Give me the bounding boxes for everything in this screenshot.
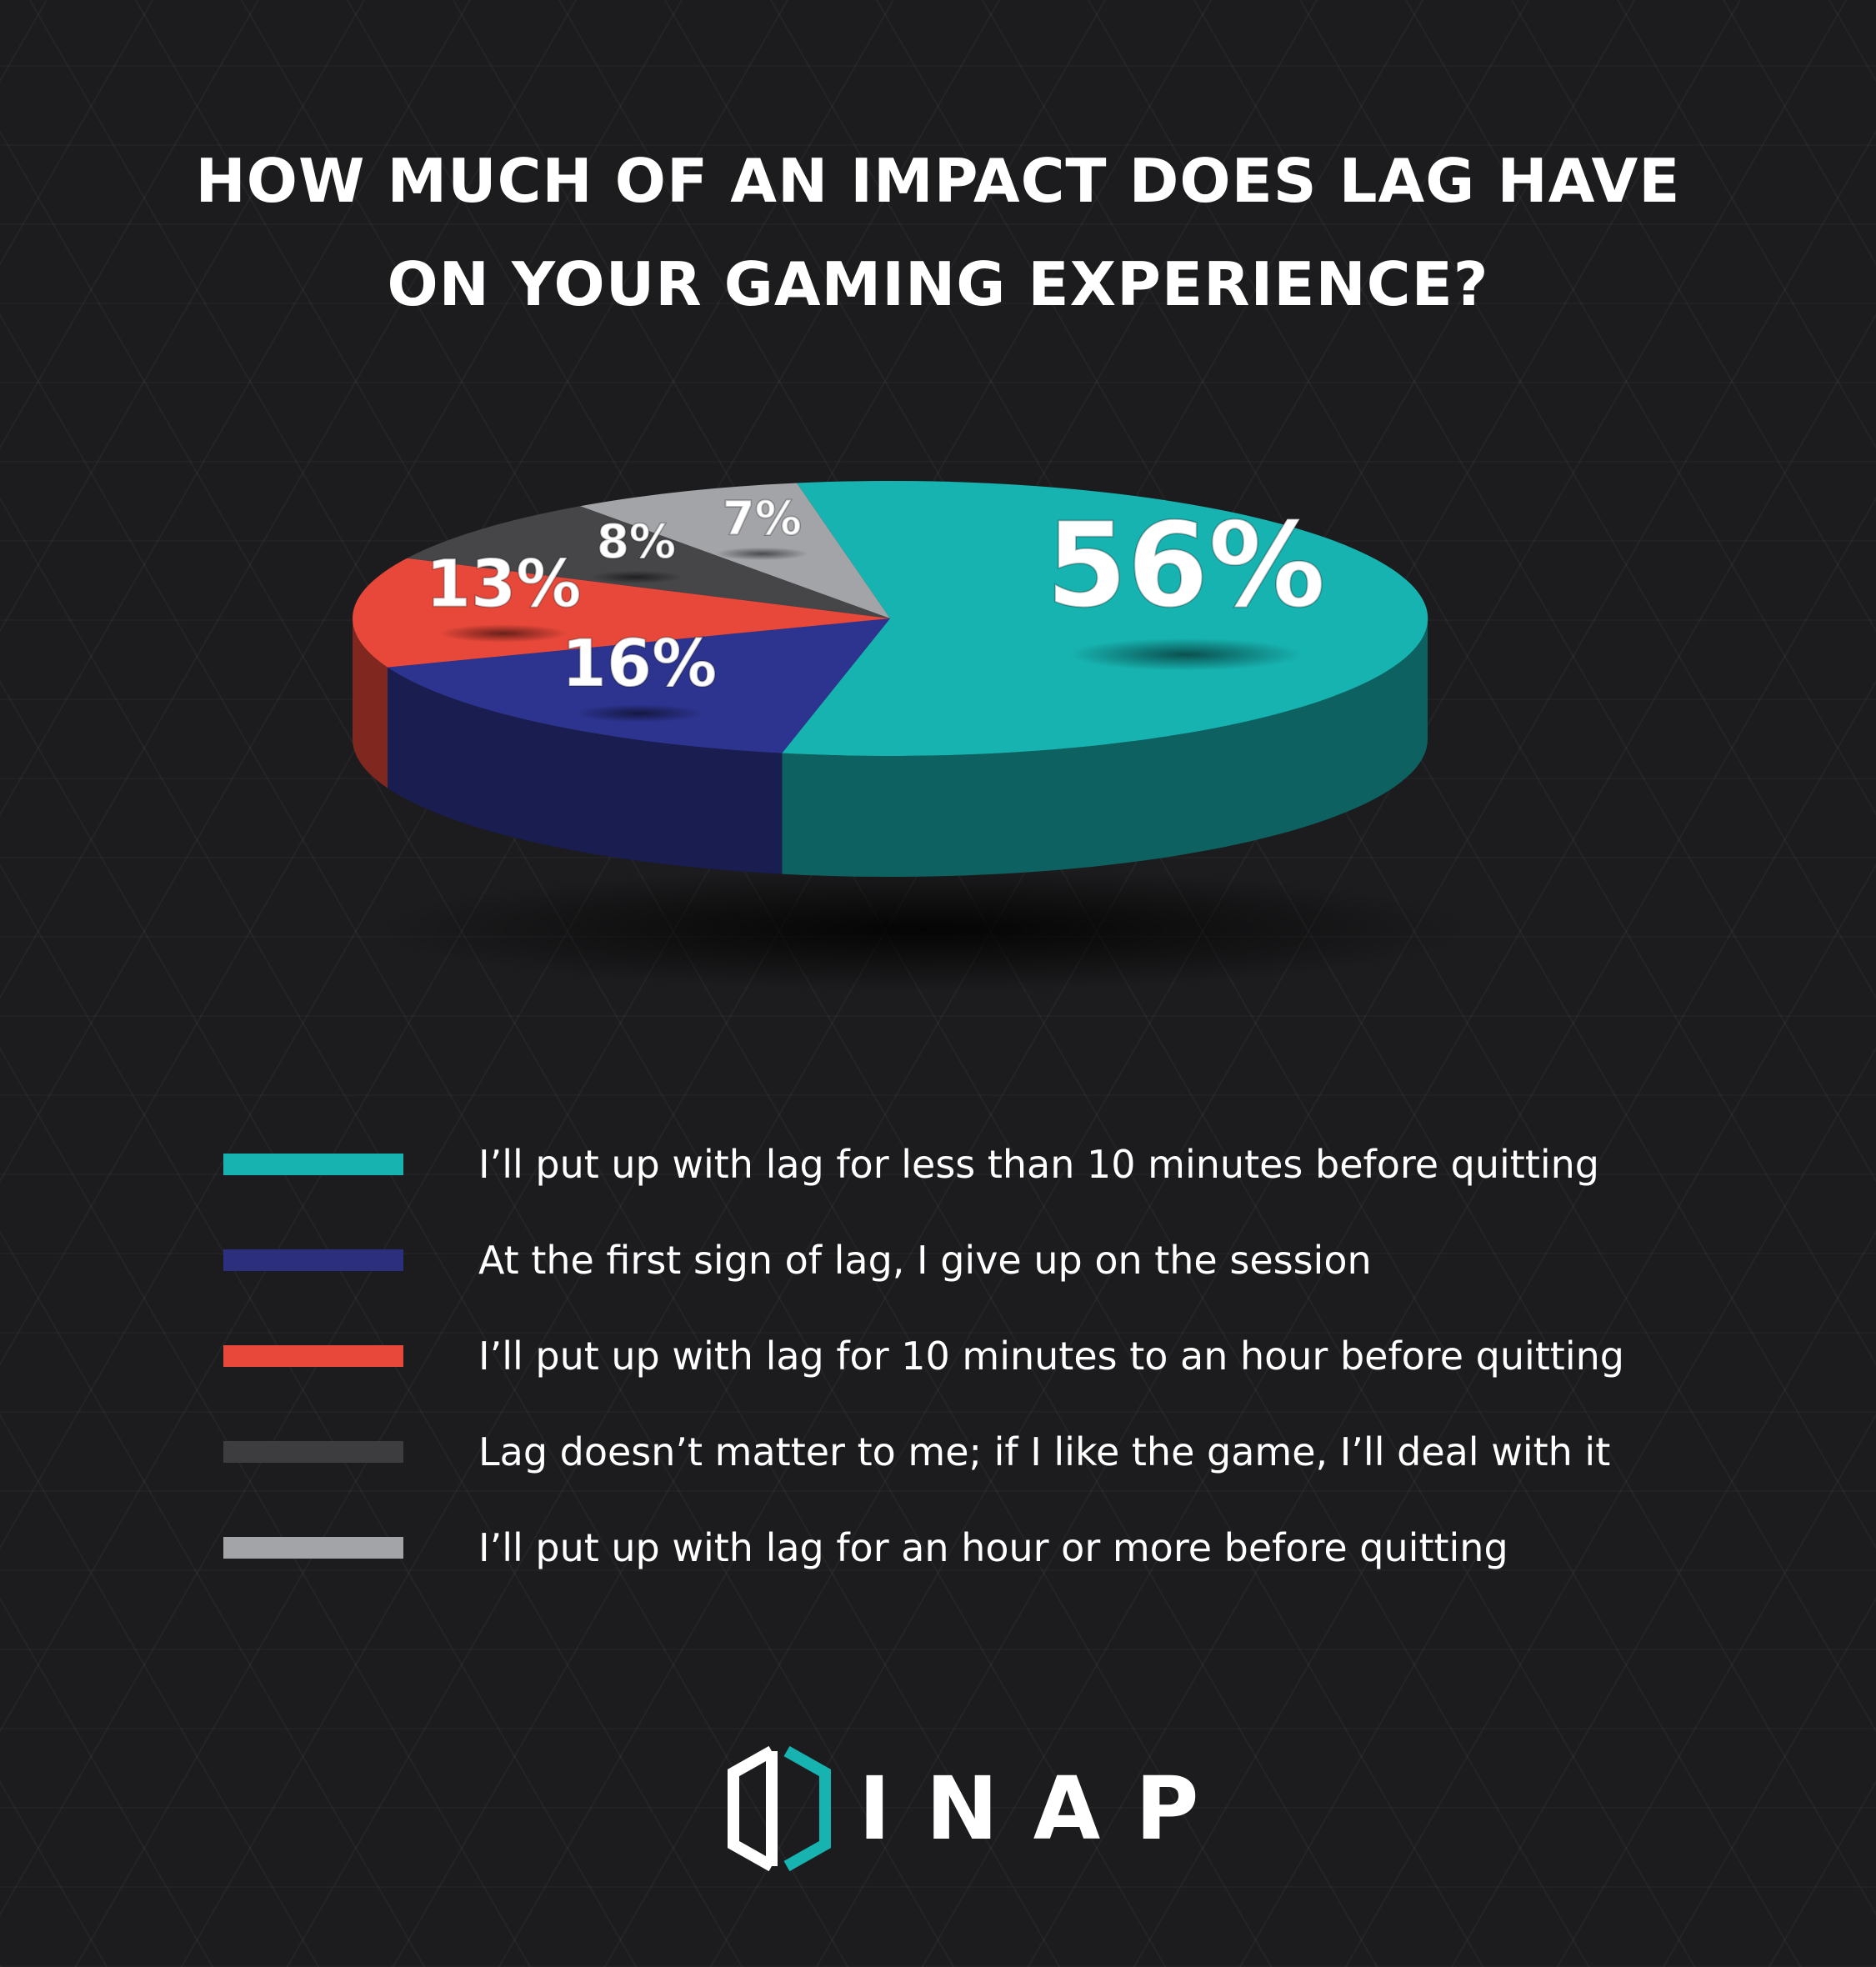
legend-swatch (223, 1154, 403, 1175)
pie-slice (782, 480, 1428, 756)
slice-label-shadow (438, 624, 569, 643)
slice-value-label: 8% (597, 515, 676, 569)
chart-title-line-2: ON YOUR GAMING EXPERIENCE? (387, 249, 1489, 319)
legend-label: I’ll put up with lag for an hour or more… (478, 1525, 1508, 1570)
pie-slice (407, 506, 890, 618)
slice-label-shadow (574, 704, 704, 723)
inap-logo: INAP (725, 1746, 1198, 1871)
pie-slice-side (782, 618, 1428, 877)
slice-value-label: 56% (1046, 498, 1325, 634)
chart-title: HOW MUCH OF AN IMPACT DOES LAG HAVE ON Y… (0, 129, 1876, 336)
pie-floor-shadow (375, 867, 1475, 992)
inap-logo-mark (728, 1746, 831, 1871)
pie-slice-side (388, 667, 783, 874)
legend-swatch (223, 1441, 403, 1463)
inap-logo-text: INAP (858, 1758, 1234, 1859)
slice-label-shadow (715, 547, 809, 561)
legend-swatch (223, 1537, 403, 1559)
legend-swatch (223, 1249, 403, 1271)
legend-label: I’ll put up with lag for 10 minutes to a… (478, 1334, 1624, 1379)
legend-swatch (223, 1345, 403, 1367)
legend-label: I’ll put up with lag for less than 10 mi… (478, 1142, 1600, 1187)
legend-label: At the first sign of lag, I give up on t… (478, 1238, 1372, 1283)
slice-value-label: 16% (562, 627, 718, 702)
pie-chart: 56% 16%13% 8% 7% (353, 480, 1475, 992)
slice-value-label: 7% (723, 492, 802, 546)
slice-label-shadow (589, 570, 683, 584)
legend-label: Lag doesn’t matter to me; if I like the … (478, 1429, 1611, 1474)
chart-title-line-1: HOW MUCH OF AN IMPACT DOES LAG HAVE (195, 146, 1681, 216)
slice-label-shadow (1068, 638, 1303, 671)
pie-slice (388, 618, 890, 753)
slice-value-label: 13% (426, 547, 582, 622)
